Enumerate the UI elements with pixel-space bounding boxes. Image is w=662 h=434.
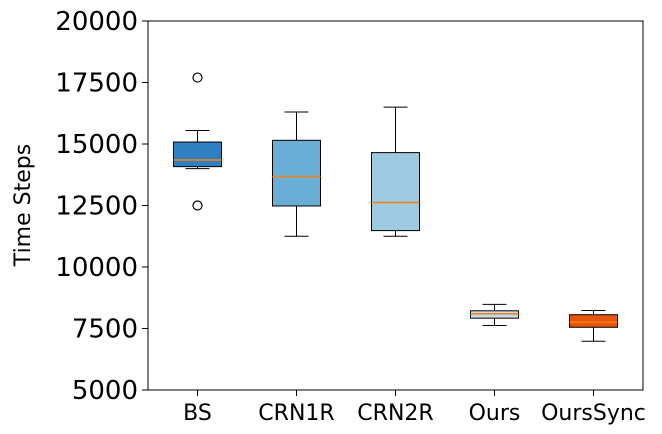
- box-ourssync: [569, 310, 618, 342]
- y-axis-title: Time Steps: [11, 144, 36, 267]
- box-iqr: [569, 314, 618, 328]
- box-iqr: [272, 139, 321, 207]
- x-tick-label: CRN2R: [357, 401, 433, 426]
- y-tick-label: 20000: [55, 7, 138, 37]
- box-crn2r: [371, 106, 420, 237]
- outlier-point: [192, 72, 203, 83]
- x-tick-label: CRN1R: [258, 401, 334, 426]
- y-tick-label: 7500: [72, 315, 138, 345]
- box-series: [173, 72, 618, 342]
- y-tick-label: 17500: [55, 69, 138, 99]
- box-bs: [173, 72, 222, 211]
- y-axis-ticks: 5000 7500 10000 12500 15000 17500 20000: [55, 7, 148, 406]
- y-tick-label: 5000: [72, 376, 138, 406]
- box-crn1r: [272, 111, 321, 237]
- y-tick-label: 12500: [55, 192, 138, 222]
- y-tick-label: 10000: [55, 253, 138, 283]
- x-tick-label: BS: [183, 401, 212, 426]
- y-tick-label: 15000: [55, 130, 138, 160]
- box-ours: [470, 303, 519, 327]
- box-iqr: [371, 152, 420, 232]
- x-axis-ticks: BS CRN1R CRN2R Ours OursSync: [183, 390, 646, 426]
- outlier-point: [192, 200, 203, 211]
- x-tick-label: Ours: [469, 401, 521, 426]
- x-tick-label: OursSync: [541, 401, 646, 426]
- box-iqr: [173, 141, 222, 168]
